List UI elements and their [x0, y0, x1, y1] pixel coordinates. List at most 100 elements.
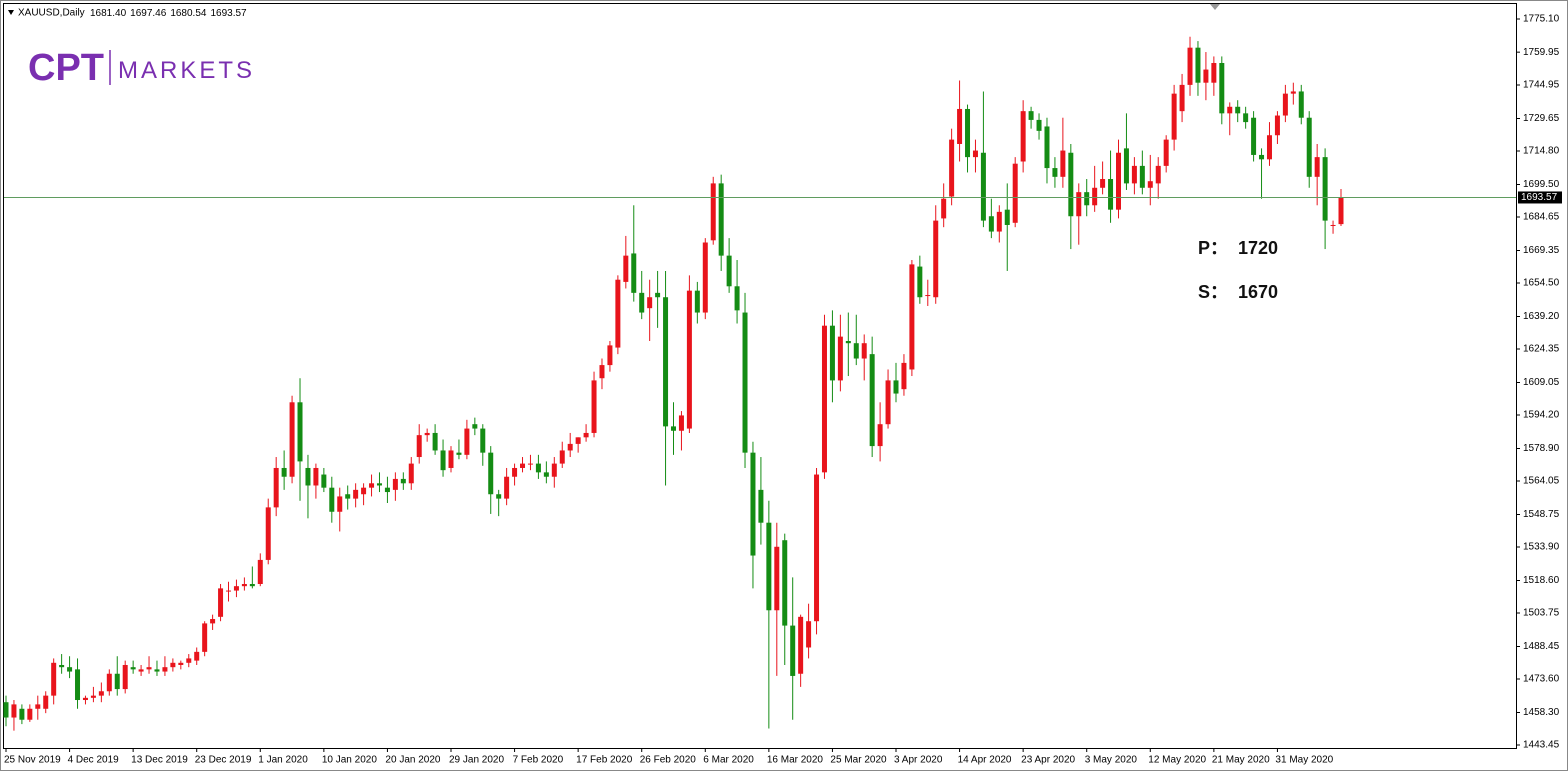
candle-body: [249, 583, 255, 587]
y-tick-label: 1669.35: [1523, 245, 1560, 256]
annotation-value: 1720: [1238, 238, 1278, 258]
candle-body: [655, 292, 661, 298]
candle-body: [559, 450, 565, 464]
candle-body: [480, 428, 486, 453]
x-tick-label: 13 Dec 2019: [131, 755, 188, 766]
candle-body: [1179, 84, 1185, 112]
candle-body: [1322, 157, 1328, 221]
candle-body: [591, 380, 597, 433]
candle-body: [376, 483, 382, 486]
candle-body: [774, 546, 780, 611]
candle-body: [1155, 165, 1161, 184]
y-tick-label: 1759.95: [1523, 47, 1560, 58]
price-tag: [1518, 191, 1562, 204]
candle-body: [27, 708, 33, 720]
x-tick-label: 12 May 2020: [1148, 755, 1206, 766]
candle-body: [949, 139, 955, 197]
candle-body: [750, 452, 756, 556]
y-tick-label: 1578.90: [1523, 443, 1560, 454]
candle-body: [59, 664, 65, 668]
y-tick-label: 1624.35: [1523, 344, 1560, 355]
candle-body: [901, 362, 907, 390]
candle-body: [233, 586, 239, 591]
candle-body: [941, 198, 947, 219]
x-tick-label: 23 Apr 2020: [1021, 755, 1075, 766]
candle-body: [972, 150, 978, 158]
candle-body: [178, 662, 184, 665]
chart-title: XAUUSD,Daily: [18, 8, 85, 19]
candle-body: [1092, 187, 1098, 206]
x-tick-label: 10 Jan 2020: [322, 755, 377, 766]
x-tick-label: 26 Feb 2020: [640, 755, 697, 766]
y-tick-label: 1503.75: [1523, 608, 1560, 619]
y-tick-label: 1458.30: [1523, 707, 1560, 718]
candle-body: [138, 669, 144, 672]
candle-body: [909, 264, 915, 370]
candle-body: [734, 286, 740, 311]
candle-body: [1306, 117, 1312, 177]
candle-body: [98, 691, 104, 696]
candle-body: [1243, 113, 1249, 123]
candle-body: [11, 704, 17, 718]
x-tick-label: 29 Jan 2020: [449, 755, 504, 766]
candle-body: [980, 152, 986, 221]
x-tick-label: 25 Nov 2019: [4, 755, 61, 766]
candle-body: [933, 220, 939, 298]
price-tag-label: 1693.57: [1521, 192, 1558, 203]
candle-body: [424, 432, 430, 436]
y-tick-label: 1744.95: [1523, 80, 1560, 91]
candle-body: [837, 336, 843, 381]
candle-body: [67, 667, 73, 672]
candle-body: [1123, 148, 1129, 184]
x-tick-label: 17 Feb 2020: [576, 755, 633, 766]
x-tick-label: 25 Mar 2020: [830, 755, 887, 766]
y-tick-label: 1473.60: [1523, 674, 1560, 685]
y-tick-label: 1639.20: [1523, 311, 1560, 322]
y-tick-label: 1518.60: [1523, 575, 1560, 586]
candle-body: [329, 487, 335, 512]
x-tick-label: 16 Mar 2020: [767, 755, 824, 766]
candle-body: [448, 450, 454, 468]
candle-body: [1036, 119, 1042, 131]
candle-body: [241, 583, 247, 587]
candle-body: [623, 255, 629, 282]
x-tick-label: 21 May 2020: [1212, 755, 1270, 766]
candle-body: [1282, 93, 1288, 116]
candle-body: [1004, 209, 1010, 225]
candle-body: [1060, 150, 1066, 177]
x-tick-label: 23 Dec 2019: [195, 755, 252, 766]
candle-body: [1020, 111, 1026, 162]
candle-body: [925, 295, 931, 297]
candle-body: [186, 658, 192, 663]
annotation-value: 1670: [1238, 282, 1278, 302]
ohlc-value: 1681.40: [90, 8, 127, 19]
candle-body: [1187, 47, 1193, 85]
candle-body: [1108, 179, 1114, 210]
candle-body: [663, 297, 669, 427]
candle-body: [408, 463, 414, 484]
candle-body: [806, 621, 812, 648]
candle-body: [1274, 115, 1280, 136]
candle-body: [400, 478, 406, 484]
y-tick-label: 1564.05: [1523, 476, 1560, 487]
candle-body: [710, 183, 716, 241]
candle-body: [821, 325, 827, 473]
candle-body: [226, 590, 231, 592]
candle-body: [1012, 163, 1018, 223]
candle-body: [106, 673, 112, 692]
candle-body: [313, 467, 319, 486]
candle-body: [281, 467, 287, 477]
candle-body: [162, 667, 168, 672]
ohlc-value: 1693.57: [210, 8, 247, 19]
candle-body: [615, 279, 621, 348]
candle-body: [996, 211, 1002, 232]
logo-text: MARKETS: [118, 57, 255, 84]
candle-body: [19, 708, 25, 720]
candle-body: [265, 507, 271, 560]
candle-body: [718, 183, 724, 256]
candle-body: [1171, 93, 1177, 140]
candle-body: [647, 297, 653, 309]
candle-body: [869, 354, 875, 447]
